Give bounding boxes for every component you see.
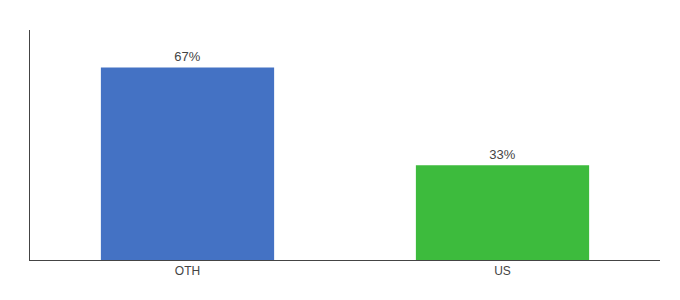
svg-text:OTH: OTH — [175, 264, 200, 278]
svg-text:67%: 67% — [174, 49, 200, 64]
svg-text:33%: 33% — [489, 147, 515, 162]
svg-text:US: US — [494, 264, 511, 278]
